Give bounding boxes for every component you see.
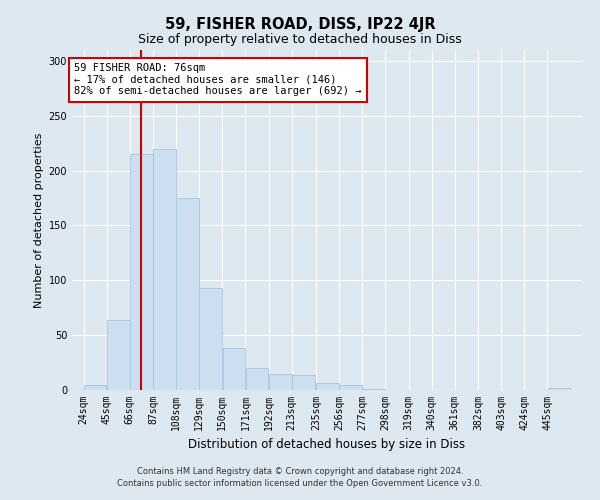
Bar — [362, 389, 385, 390]
Text: 59 FISHER ROAD: 76sqm
← 17% of detached houses are smaller (146)
82% of semi-det: 59 FISHER ROAD: 76sqm ← 17% of detached … — [74, 63, 362, 96]
Bar — [269, 374, 292, 390]
Text: Size of property relative to detached houses in Diss: Size of property relative to detached ho… — [138, 32, 462, 46]
Bar — [176, 198, 199, 390]
Text: Contains HM Land Registry data © Crown copyright and database right 2024.
Contai: Contains HM Land Registry data © Crown c… — [118, 466, 482, 487]
Bar — [548, 388, 570, 390]
Bar — [107, 320, 130, 390]
Bar — [340, 384, 362, 390]
Y-axis label: Number of detached properties: Number of detached properties — [34, 132, 44, 308]
Bar — [84, 384, 106, 390]
Bar — [292, 374, 314, 390]
Bar — [153, 148, 176, 390]
Bar — [199, 288, 222, 390]
X-axis label: Distribution of detached houses by size in Diss: Distribution of detached houses by size … — [188, 438, 466, 452]
Bar — [223, 348, 245, 390]
Text: 59, FISHER ROAD, DISS, IP22 4JR: 59, FISHER ROAD, DISS, IP22 4JR — [164, 18, 436, 32]
Bar — [246, 368, 268, 390]
Bar — [130, 154, 153, 390]
Bar — [316, 384, 339, 390]
